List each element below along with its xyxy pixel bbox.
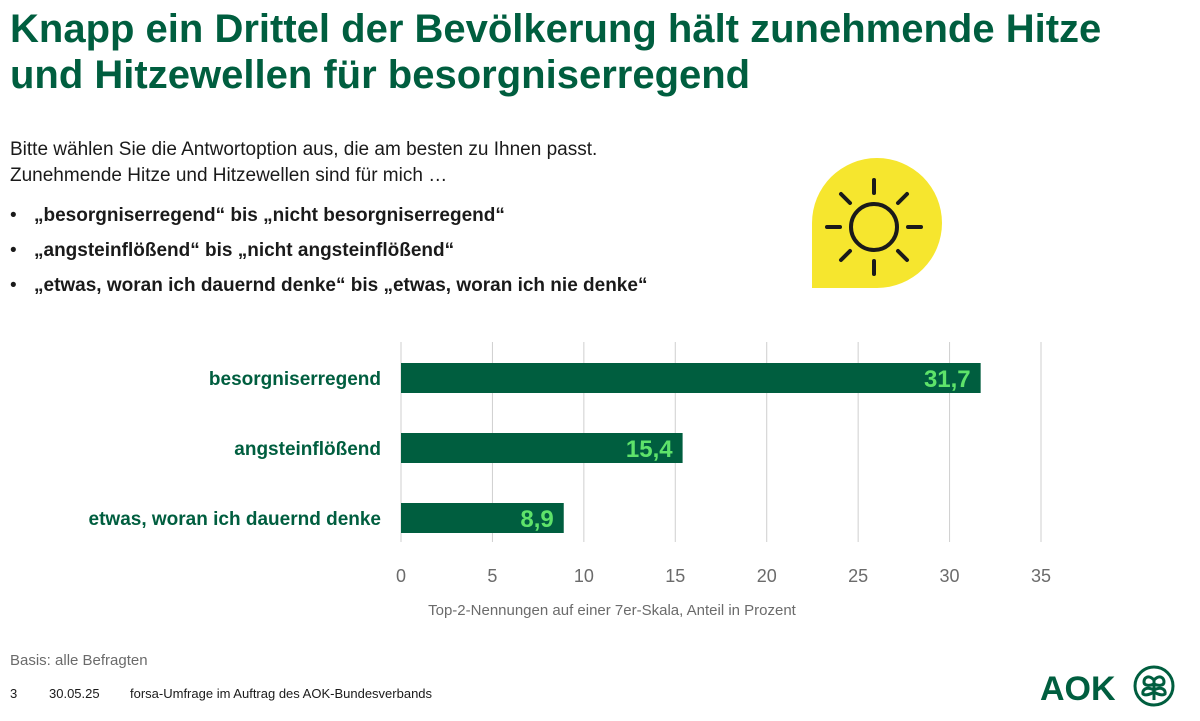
x-tick-label: 5 [487,566,497,586]
x-tick-label: 0 [396,566,406,586]
x-tick-label: 20 [757,566,777,586]
page-number: 3 [10,686,18,701]
data-label: 31,7 [924,366,971,393]
sun-icon [812,158,942,288]
x-tick-label: 30 [940,566,960,586]
aok-logo: AOK [1040,665,1175,708]
x-tick-label: 25 [848,566,868,586]
x-tick-label: 35 [1031,566,1051,586]
bar [401,433,683,463]
category-label: besorgniserregend [209,369,381,390]
category-label: etwas, woran ich dauernd denke [89,509,381,530]
bar [401,503,564,533]
question-line-1: Bitte wählen Sie die Antwortoption aus, … [10,139,598,160]
aok-tree-icon [1133,665,1175,707]
data-label: 15,4 [626,436,673,463]
bar [401,363,981,393]
sun-icon-disc [849,202,899,252]
answer-options-list: „besorgniserregend“ bis „nicht besorgnis… [10,198,647,303]
sun-icon-background [812,158,942,288]
question-line-2: Zunehmende Hitze und Hitzewellen sind fü… [10,165,448,186]
footer-source: forsa-Umfrage im Auftrag des AOK-Bundesv… [130,686,433,701]
footer-date: 30.05.25 [49,686,100,701]
x-axis-label: Top-2-Nennungen auf einer 7er-Skala, Ant… [428,602,796,619]
x-tick-label: 15 [665,566,685,586]
category-label: angsteinflößend [234,439,381,460]
x-tick-label: 10 [574,566,594,586]
answer-option: „besorgniserregend“ bis „nicht besorgnis… [10,198,647,233]
answer-option: „etwas, woran ich dauernd denke“ bis „et… [10,268,647,303]
basis-note: Basis: alle Befragten [10,652,148,669]
question-text: Bitte wählen Sie die Antwortoption aus, … [10,137,597,189]
answer-option: „angsteinflößend“ bis „nicht angsteinflö… [10,233,647,268]
data-label: 8,9 [520,506,553,533]
bar-chart: 0 5 10 15 20 25 30 35 besorgniserregend 31,7 angst… [89,342,1051,586]
aok-logo-text: AOK [1040,670,1116,708]
page-title: Knapp ein Drittel der Bevölkerung hält z… [10,7,1102,97]
